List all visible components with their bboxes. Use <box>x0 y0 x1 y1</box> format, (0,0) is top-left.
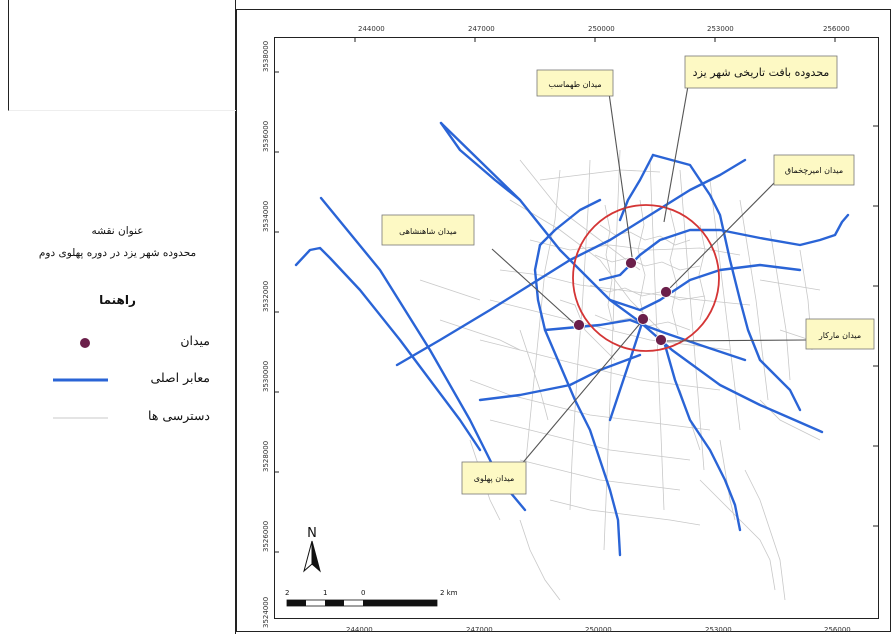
grid-y-labels: 3538000 3536000 3534000 3532000 3530000 … <box>262 41 270 628</box>
squares <box>573 257 672 346</box>
callout-tahmasb-text: میدان طهماسب <box>548 80 601 89</box>
grid-y-label: 3524000 <box>262 597 270 628</box>
grid-x-labels-top: 244000 247000 250000 253000 256000 <box>358 25 850 33</box>
square-markar-dot[interactable] <box>655 334 667 346</box>
north-arrow-icon: N <box>303 526 321 573</box>
legend-heading: راهنما <box>99 293 136 307</box>
grid-x-label: 253000 <box>707 25 734 33</box>
map-title-caption: عنوان نقشه <box>91 225 144 237</box>
grid-y-label: 3538000 <box>262 41 270 72</box>
scale-label: 2 km <box>440 589 458 597</box>
historic-fabric-boundary <box>572 204 720 352</box>
local-streets <box>419 149 841 601</box>
callout-markar[interactable]: میدان مارکار <box>805 318 875 350</box>
callout-shahanshahi-text: میدان شاهنشاهی <box>399 227 457 236</box>
scale-label: 1 <box>323 589 327 597</box>
callout-pahlavi-text: میدان پهلوی <box>474 474 515 483</box>
grid-x-label: 256000 <box>823 25 850 33</box>
map-canvas: 244000 247000 250000 253000 256000 24400… <box>236 9 891 634</box>
callout-historic-text: محدوده بافت تاریخی شهر یزد <box>693 66 830 79</box>
main-road-line-icon <box>53 378 108 382</box>
grid-x-label: 244000 <box>358 25 385 33</box>
callout-amir-text: میدان امیرچخماق <box>785 166 843 175</box>
scale-bar: 2 1 0 2 km <box>285 589 458 607</box>
map-title: محدوده شهر یزد در دوره پهلوی دوم <box>38 247 197 259</box>
grid-ticks <box>274 37 878 553</box>
callout-shahanshahi[interactable]: میدان شاهنشاهی <box>381 214 475 246</box>
legend-label-square: میدان <box>180 333 210 348</box>
grid-x-label: 247000 <box>468 25 495 33</box>
north-label: N <box>307 526 317 541</box>
grid-y-label: 3532000 <box>262 281 270 312</box>
grid-x-labels-bottom: 244000 247000 250000 253000 256000 <box>346 626 851 634</box>
square-center-dot[interactable] <box>637 313 649 325</box>
street-line-icon <box>53 417 108 419</box>
legend-item-streets: دسترسی ها <box>53 408 210 428</box>
callout-leaders <box>491 85 807 467</box>
legend-panel: عنوان نقشه محدوده شهر یزد در دوره پهلوی … <box>0 0 236 634</box>
grid-y-label: 3536000 <box>262 121 270 152</box>
grid-x-label: 247000 <box>466 626 493 634</box>
callout-tahmasb[interactable]: میدان طهماسب <box>536 69 614 97</box>
grid-x-label: 250000 <box>588 25 615 33</box>
scale-label: 2 <box>285 589 289 597</box>
callout-pahlavi[interactable]: میدان پهلوی <box>461 461 527 495</box>
legend-item-square: میدان <box>70 333 210 353</box>
scale-label: 0 <box>361 589 365 597</box>
map-frame: 244000 247000 250000 253000 256000 24400… <box>236 0 893 634</box>
grid-y-label: 3530000 <box>262 361 270 392</box>
callout-markar-text: میدان مارکار <box>818 331 861 340</box>
grid-x-label: 250000 <box>585 626 612 634</box>
callout-historic[interactable]: محدوده بافت تاریخی شهر یزد <box>684 55 838 89</box>
grid-y-label: 3526000 <box>262 521 270 552</box>
grid-x-label: 253000 <box>705 626 732 634</box>
callout-amir[interactable]: میدان امیرچخماق <box>773 154 855 186</box>
grid-x-label: 256000 <box>824 626 851 634</box>
legend-label-streets: دسترسی ها <box>148 408 210 423</box>
legend-label-main-roads: معابر اصلی <box>150 370 210 385</box>
legend-item-main-roads: معابر اصلی <box>53 370 210 390</box>
grid-y-label: 3528000 <box>262 441 270 472</box>
square-amirchakhmagh-dot[interactable] <box>660 286 672 298</box>
legend-frame-corner <box>8 0 236 111</box>
square-shahanshahi-dot[interactable] <box>573 319 585 331</box>
grid-x-label: 244000 <box>346 626 373 634</box>
square-tahmasb-dot[interactable] <box>625 257 637 269</box>
grid-y-label: 3534000 <box>262 201 270 232</box>
square-dot-icon <box>80 338 90 348</box>
